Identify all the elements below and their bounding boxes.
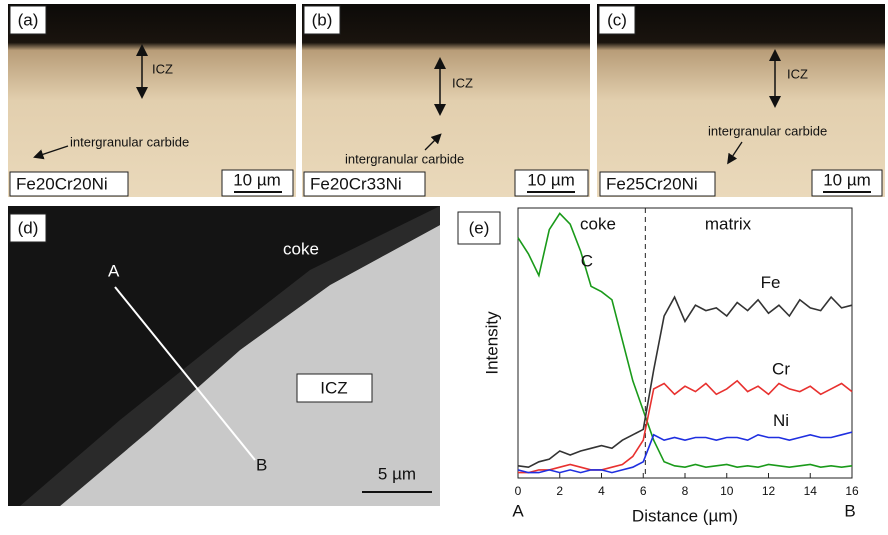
layer-label: coke bbox=[283, 239, 319, 258]
panel-a: (a) ICZ intergranular carbide Fe20Cr20Ni… bbox=[8, 4, 296, 197]
series-label: Fe bbox=[761, 273, 781, 292]
series-line bbox=[518, 213, 852, 467]
panel-c: (c) ICZ intergranular carbide Fe25Cr20Ni… bbox=[597, 4, 885, 197]
series-label: C bbox=[581, 251, 593, 270]
series-line bbox=[518, 297, 852, 467]
panel-d: (d) coke ICZ A B 5 µm bbox=[8, 206, 440, 506]
panel-label: (e) bbox=[469, 218, 490, 237]
start-label: A bbox=[108, 261, 120, 280]
zone-label: ICZ bbox=[152, 61, 173, 76]
zone-label: ICZ bbox=[320, 378, 347, 397]
sample-label: Fe20Cr20Ni bbox=[16, 174, 108, 193]
scale-label: 10 µm bbox=[823, 170, 871, 189]
x-tick-label: 16 bbox=[845, 484, 859, 498]
end-label: B bbox=[256, 455, 267, 474]
micrograph bbox=[597, 4, 885, 197]
x-axis-label: Distance (µm) bbox=[632, 506, 738, 525]
zone-label: ICZ bbox=[452, 75, 473, 90]
feature-label: intergranular carbide bbox=[345, 151, 464, 166]
micrograph bbox=[302, 4, 590, 197]
panel-b: (b) ICZ intergranular carbide Fe20Cr33Ni… bbox=[302, 4, 590, 197]
x-tick-label: 12 bbox=[762, 484, 776, 498]
zone-label: ICZ bbox=[787, 66, 808, 81]
figure: (a) ICZ intergranular carbide Fe20Cr20Ni… bbox=[0, 0, 888, 530]
series-label: Cr bbox=[772, 359, 790, 378]
panel-label: (a) bbox=[18, 10, 39, 29]
scale-label: 10 µm bbox=[527, 170, 575, 189]
annotation: matrix bbox=[705, 214, 752, 233]
x-tick-label: 8 bbox=[682, 484, 689, 498]
x-tick-label: 0 bbox=[515, 484, 522, 498]
sample-label: Fe20Cr33Ni bbox=[310, 174, 402, 193]
annotation: coke bbox=[580, 214, 616, 233]
x-tick-label: 14 bbox=[804, 484, 818, 498]
x-tick-label: 6 bbox=[640, 484, 647, 498]
x-tick-label: 4 bbox=[598, 484, 605, 498]
y-axis-label: Intensity bbox=[482, 311, 501, 375]
feature-label: intergranular carbide bbox=[70, 134, 189, 149]
series-line bbox=[518, 381, 852, 473]
x-tick-label: 10 bbox=[720, 484, 734, 498]
scale-label: 10 µm bbox=[233, 170, 281, 189]
x-tick-label: 2 bbox=[556, 484, 563, 498]
sample-label: Fe25Cr20Ni bbox=[606, 174, 698, 193]
feature-label: intergranular carbide bbox=[708, 123, 827, 138]
scale-label: 5 µm bbox=[378, 464, 416, 483]
micrograph bbox=[8, 4, 296, 197]
panel-label: (d) bbox=[18, 218, 39, 237]
series-label: Ni bbox=[773, 411, 789, 430]
end-label: B bbox=[844, 501, 855, 520]
panel-label: (c) bbox=[607, 10, 627, 29]
panel-label: (b) bbox=[312, 10, 333, 29]
start-label: A bbox=[512, 501, 524, 520]
